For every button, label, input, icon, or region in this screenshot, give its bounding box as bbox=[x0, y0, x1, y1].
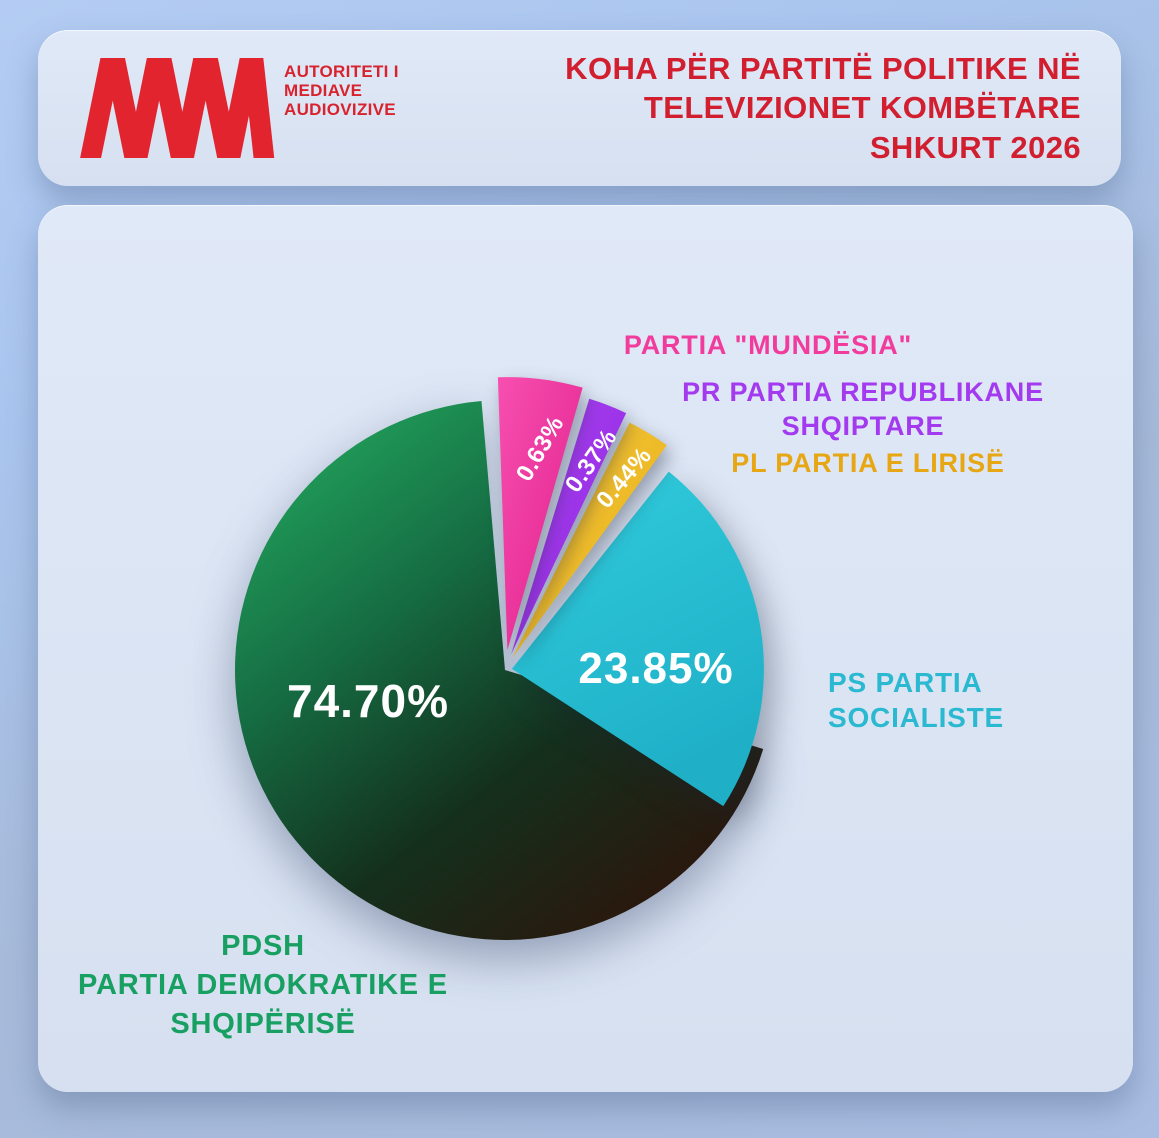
pct-label-pdsh: 74.70% bbox=[287, 675, 449, 727]
legend-mundesia-line: PARTIA "MUNDËSIA" bbox=[623, 330, 913, 360]
legend-ps-line: PS PARTIA bbox=[828, 667, 983, 698]
logo-org-name: AUTORITETI I MEDIAVE AUDIOVIZIVE bbox=[284, 62, 399, 119]
pct-label-ps: 23.85% bbox=[578, 644, 733, 693]
page-title-line-2: TELEVIZIONET KOMBËTARE bbox=[643, 90, 1081, 126]
page-title-line-3: SHKURT 2026 bbox=[869, 129, 1081, 165]
pie-slice-ps bbox=[511, 471, 764, 807]
logo-org-line: AUTORITETI I bbox=[284, 62, 399, 81]
legend-ps-line: SOCIALISTE bbox=[828, 702, 1005, 734]
legend-ps: PS PARTIA SOCIALISTE bbox=[828, 665, 1128, 736]
pie-slice-pl bbox=[512, 422, 667, 658]
chart-card: 74.70% 23.85% 0.63% 0.37% 0.44% PARTIA "… bbox=[38, 205, 1133, 1092]
logo-org-line: AUDIOVIZIVE bbox=[284, 100, 396, 120]
legend-pl: PL PARTIA E LIRISË bbox=[658, 448, 1078, 479]
legend-mundesia: PARTIA "MUNDËSIA" bbox=[558, 329, 978, 363]
ama-logo: AUTORITETI I MEDIAVE AUDIOVIZIVE bbox=[78, 58, 399, 158]
ama-logo-mark-icon bbox=[80, 58, 275, 158]
pie-slice-mundesia bbox=[497, 377, 583, 651]
pie-chart: 74.70% 23.85% 0.63% 0.37% 0.44% bbox=[234, 377, 764, 940]
page-title-line-1: KOHA PËR PARTITË POLITIKE NË bbox=[565, 51, 1081, 87]
legend-pdsh-line: PDSH bbox=[221, 930, 305, 962]
legend-pr: PR PARTIA REPUBLIKANE SHQIPTARE bbox=[638, 375, 1088, 443]
legend-pdsh-line: PARTIA DEMOKRATIKE E bbox=[78, 968, 448, 1001]
pie-slice-pr bbox=[511, 398, 627, 655]
legend-pdsh-line: SHQIPËRISË bbox=[170, 1007, 356, 1040]
page-title: KOHA PËR PARTITË POLITIKE NË TELEVIZIONE… bbox=[565, 49, 1081, 166]
legend-pl-line: PL PARTIA E LIRISË bbox=[731, 448, 1005, 478]
pie-slice-pdsh bbox=[234, 401, 764, 940]
legend-pr-line: SHQIPTARE bbox=[781, 411, 945, 442]
logo-org-line: MEDIAVE bbox=[284, 81, 363, 101]
header-card: AUTORITETI I MEDIAVE AUDIOVIZIVE KOHA PË… bbox=[38, 30, 1121, 186]
legend-pdsh: PDSH PARTIA DEMOKRATIKE E SHQIPËRISË bbox=[48, 927, 478, 1044]
legend-pr-line: PR PARTIA REPUBLIKANE bbox=[682, 377, 1044, 407]
